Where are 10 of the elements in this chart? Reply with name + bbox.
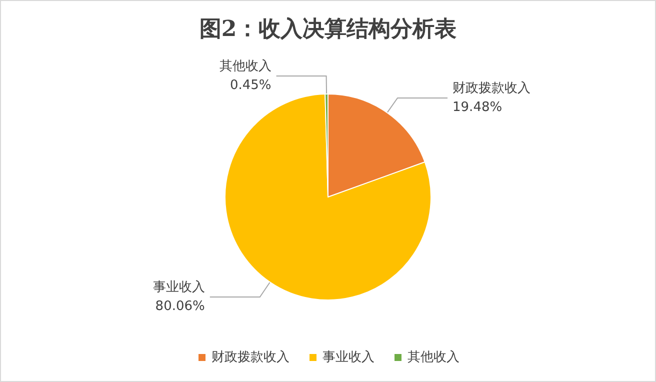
data-label: 0.45% bbox=[230, 78, 272, 94]
chart-title: 图2：收入决算结构分析表 bbox=[199, 16, 457, 42]
legend-label: 财政拨款收入 bbox=[212, 350, 290, 365]
data-label: 80.06% bbox=[155, 299, 205, 314]
data-label: 19.48% bbox=[452, 100, 502, 115]
legend-label: 其他收入 bbox=[408, 350, 460, 365]
legend-label: 事业收入 bbox=[322, 350, 374, 365]
slice-label: 其他收入 bbox=[219, 59, 272, 74]
slice-label: 财政拨款收入 bbox=[452, 80, 531, 96]
slice-label: 事业收入 bbox=[152, 280, 205, 296]
